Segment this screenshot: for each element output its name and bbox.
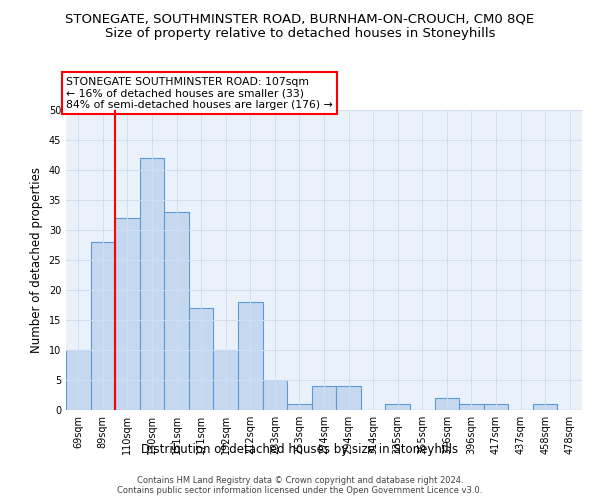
Text: Size of property relative to detached houses in Stoneyhills: Size of property relative to detached ho… [105,28,495,40]
Text: Distribution of detached houses by size in Stoneyhills: Distribution of detached houses by size … [142,442,458,456]
Bar [115,218,140,410]
Bar [385,404,410,410]
Y-axis label: Number of detached properties: Number of detached properties [30,167,43,353]
Bar [91,242,115,410]
Bar [214,350,238,410]
Text: STONEGATE SOUTHMINSTER ROAD: 107sqm
← 16% of detached houses are smaller (33)
84: STONEGATE SOUTHMINSTER ROAD: 107sqm ← 16… [66,77,333,110]
Bar [189,308,214,410]
Bar [312,386,336,410]
Text: STONEGATE, SOUTHMINSTER ROAD, BURNHAM-ON-CROUCH, CM0 8QE: STONEGATE, SOUTHMINSTER ROAD, BURNHAM-ON… [65,12,535,26]
Bar [484,404,508,410]
Bar [238,302,263,410]
Bar [434,398,459,410]
Bar [263,380,287,410]
Bar [164,212,189,410]
Bar [287,404,312,410]
Bar [533,404,557,410]
Bar [459,404,484,410]
Bar [66,350,91,410]
Bar [140,158,164,410]
Text: Contains HM Land Registry data © Crown copyright and database right 2024.
Contai: Contains HM Land Registry data © Crown c… [118,476,482,495]
Bar [336,386,361,410]
